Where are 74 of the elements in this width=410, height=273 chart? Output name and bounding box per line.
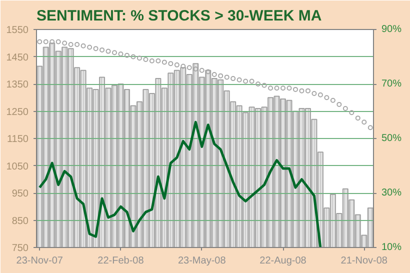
y-tick-label: 1050 xyxy=(6,161,29,172)
point xyxy=(93,46,98,52)
line-series xyxy=(38,120,322,248)
y-tick-label: 1350 xyxy=(6,80,29,90)
point xyxy=(162,60,167,65)
y-tick-label: 1250 xyxy=(6,106,29,118)
point xyxy=(368,125,373,130)
point xyxy=(218,73,224,78)
y-tick-label: 850 xyxy=(12,216,29,227)
point xyxy=(199,68,204,73)
point xyxy=(362,120,367,125)
point xyxy=(299,88,304,94)
point xyxy=(124,52,130,58)
y-tick-label: 950 xyxy=(12,188,29,200)
point xyxy=(349,110,354,116)
point xyxy=(130,54,136,60)
point xyxy=(355,116,360,121)
point xyxy=(118,52,124,57)
point xyxy=(243,78,248,84)
point xyxy=(87,44,92,50)
y-tick-label: 1550 xyxy=(6,25,29,36)
point xyxy=(236,77,242,82)
point xyxy=(80,43,86,48)
point xyxy=(230,76,236,82)
point xyxy=(37,39,42,44)
point xyxy=(286,86,292,91)
point xyxy=(68,42,74,47)
point xyxy=(62,40,68,46)
point xyxy=(56,39,61,44)
point xyxy=(136,56,142,61)
x-tick-label: 23-Nov-07 xyxy=(16,256,64,266)
y2-tick-label: 50% xyxy=(382,133,402,144)
y-tick-label: 750 xyxy=(12,243,29,254)
point xyxy=(100,47,105,52)
point xyxy=(74,42,80,47)
point xyxy=(43,39,48,44)
point xyxy=(50,39,55,44)
point xyxy=(262,82,267,88)
point xyxy=(305,88,310,94)
y2-tick-label: 30% xyxy=(382,188,402,198)
x-tick-label: 21-Nov-08 xyxy=(340,256,388,266)
point xyxy=(249,78,254,84)
point xyxy=(274,86,280,91)
y2-tick-label: 10% xyxy=(382,242,402,253)
point xyxy=(330,98,336,103)
point xyxy=(168,61,174,66)
y2-tick-label: 70% xyxy=(382,78,402,90)
y-tick-label: 1450 xyxy=(6,52,29,64)
y-tick-label: 1150 xyxy=(6,134,29,145)
point xyxy=(336,102,342,107)
point xyxy=(149,58,154,64)
point xyxy=(143,56,148,62)
point xyxy=(112,50,118,56)
point xyxy=(212,72,217,77)
point xyxy=(186,65,192,70)
point xyxy=(342,106,348,112)
point xyxy=(318,92,323,98)
point xyxy=(180,64,186,69)
point xyxy=(106,48,111,54)
point xyxy=(256,82,261,86)
point xyxy=(156,58,161,64)
x-tick-label: 22-Feb-08 xyxy=(98,256,144,266)
point xyxy=(324,95,330,100)
point xyxy=(268,86,274,91)
point xyxy=(206,69,211,74)
chart-title: SENTIMENT: % STOCKS > 30-WEEK MA xyxy=(36,8,322,24)
x-tick-label: 23-May-08 xyxy=(178,256,226,266)
x-tick-label: 22-Aug-08 xyxy=(260,256,307,266)
y2-tick-label: 90% xyxy=(382,24,402,35)
point xyxy=(174,62,180,68)
point xyxy=(292,86,298,92)
point xyxy=(312,91,317,96)
point xyxy=(224,74,230,80)
point xyxy=(280,86,286,91)
